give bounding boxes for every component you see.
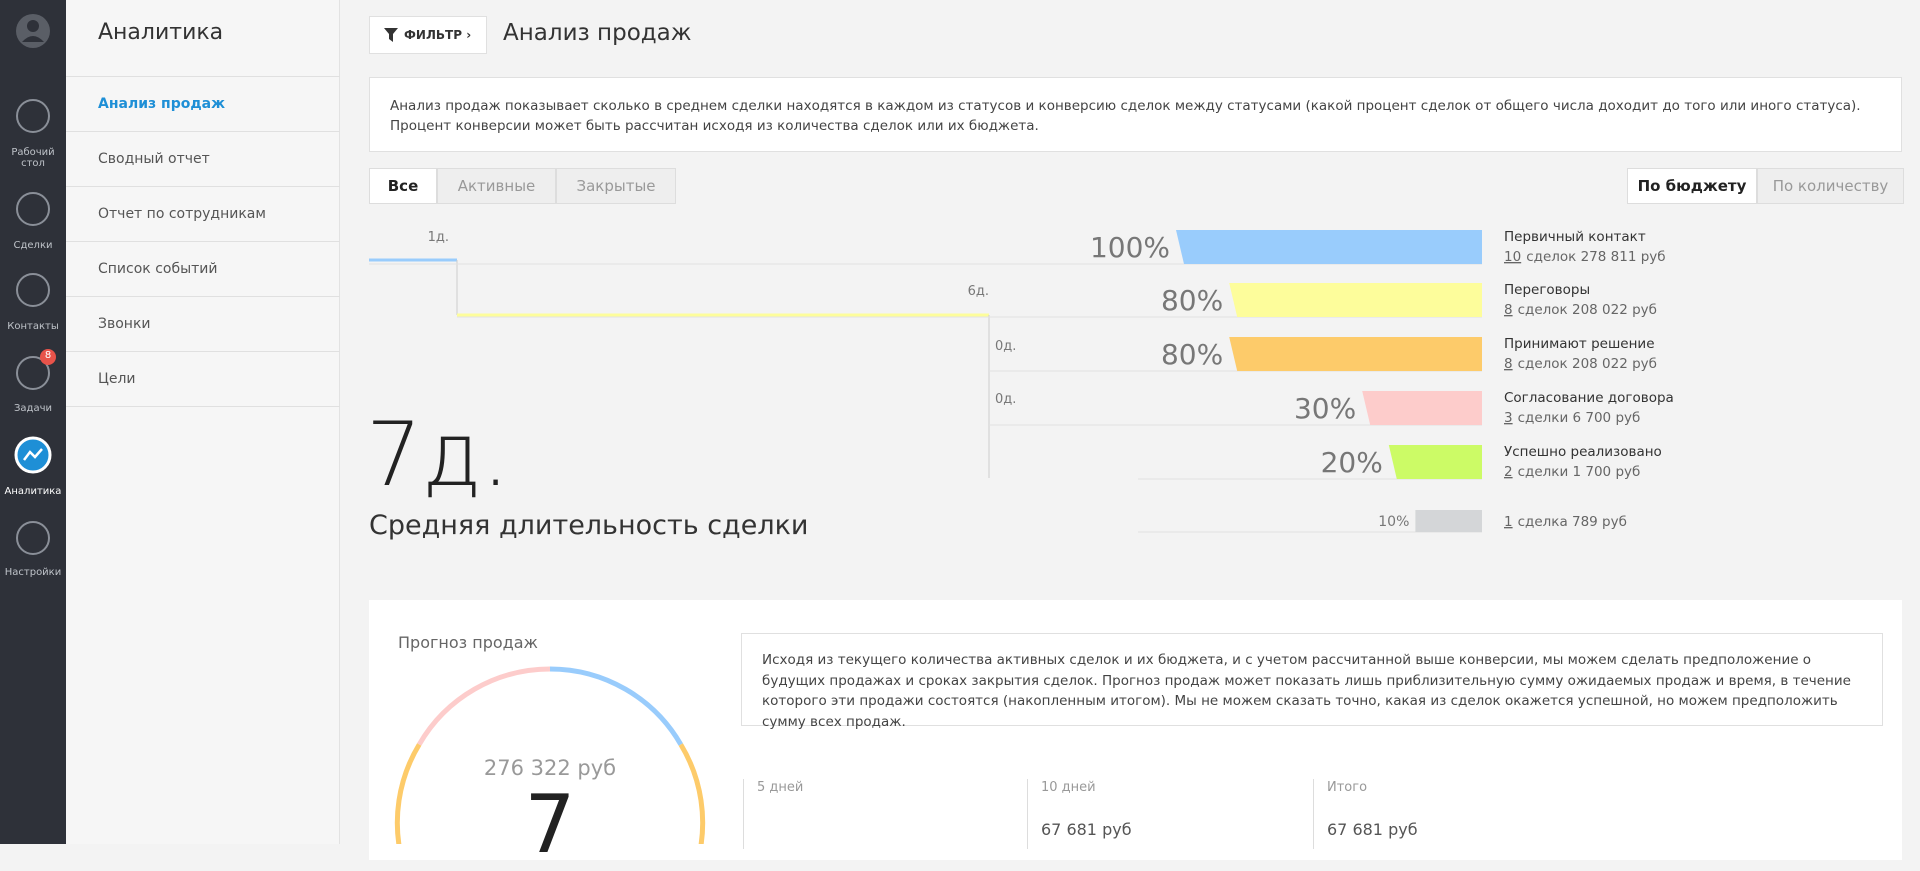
percent-label: 20% bbox=[1321, 446, 1383, 479]
percent-label: 80% bbox=[1161, 284, 1223, 317]
funnel: 1д. 6д. 0д. 0д. Первичный контакт 100% 10 сдело… bbox=[369, 229, 1674, 533]
count: 1 bbox=[1504, 514, 1513, 530]
stage-count: 8 сделок 208 022 руб bbox=[1504, 356, 1657, 372]
forecast-title: Прогноз продаж bbox=[398, 633, 538, 652]
submenu-title: Аналитика bbox=[98, 20, 224, 45]
tab[interactable]: Активные bbox=[437, 168, 556, 204]
funnel-bar bbox=[1229, 283, 1482, 317]
forecast-description: Исходя из текущего количества активных с… bbox=[741, 633, 1883, 730]
filter-label: ФИЛЬТР bbox=[404, 28, 463, 42]
percent-label: 100% bbox=[1090, 231, 1170, 264]
tab[interactable]: Все bbox=[369, 168, 437, 204]
count-rest: сделок 208 022 руб bbox=[1518, 302, 1657, 318]
column-value: 67 681 руб bbox=[1327, 820, 1418, 839]
stage-count: 1 сделка 789 руб bbox=[1504, 514, 1627, 530]
stage-name: Успешно реализовано bbox=[1504, 444, 1662, 460]
page-title: Анализ продаж bbox=[503, 20, 692, 46]
percent-label: 80% bbox=[1161, 338, 1223, 371]
funnel-bar bbox=[1415, 510, 1482, 532]
count-rest: сделка 789 руб bbox=[1518, 514, 1627, 530]
average-duration: 7д. bbox=[366, 403, 510, 506]
stage-count: 8 сделок 208 022 руб bbox=[1504, 302, 1657, 318]
funnel-bar bbox=[1176, 230, 1482, 264]
forecast-total: 276 322 руб bbox=[483, 756, 617, 780]
nav-label[interactable]: Контакты bbox=[7, 321, 59, 332]
stage-name: Согласование договора bbox=[1504, 390, 1674, 406]
tab[interactable]: По количеству bbox=[1757, 168, 1904, 204]
column-divider bbox=[1027, 779, 1028, 849]
nav-label[interactable]: Задачи bbox=[14, 403, 52, 414]
main-sidebar: 8 Рабочий стол Сделки Контакты Задачи Аналит… bbox=[0, 0, 66, 844]
count: 3 bbox=[1504, 410, 1513, 426]
nav-label[interactable]: Рабочий стол bbox=[11, 147, 55, 169]
count-rest: сделок 208 022 руб bbox=[1518, 356, 1657, 372]
submenu-item[interactable]: Список событий bbox=[66, 242, 340, 297]
percent-label: 10% bbox=[1378, 514, 1409, 530]
sidebar-icons bbox=[14, 14, 56, 555]
stage-name: Первичный контакт bbox=[1504, 229, 1646, 245]
funnel-bar bbox=[1362, 391, 1482, 425]
stage-name: Принимают решение bbox=[1504, 336, 1655, 352]
submenu-item[interactable]: Сводный отчет bbox=[66, 132, 340, 187]
submenu-item[interactable]: Цели bbox=[66, 352, 340, 407]
count-rest: сделок 278 811 руб bbox=[1526, 249, 1665, 265]
description: Анализ продаж показывает сколько в средн… bbox=[369, 77, 1902, 152]
task-badge: 8 bbox=[44, 350, 52, 361]
count: 10 bbox=[1504, 249, 1521, 265]
forecast-days: 7 bbox=[524, 778, 576, 871]
count-rest: сделки 1 700 руб bbox=[1518, 464, 1641, 480]
submenu: Аналитика Анализ продаж Сводный отчет Отче… bbox=[66, 0, 340, 844]
column-divider bbox=[743, 779, 744, 849]
duration-label: 0д. bbox=[995, 392, 1016, 407]
stage-count: 2 сделки 1 700 руб bbox=[1504, 464, 1640, 480]
forecast-donut bbox=[394, 666, 706, 844]
divider bbox=[66, 76, 340, 77]
count: 8 bbox=[1504, 356, 1513, 372]
column-label: 5 дней bbox=[757, 780, 804, 795]
nav-label[interactable]: Сделки bbox=[13, 240, 53, 251]
column-value: 67 681 руб bbox=[1041, 820, 1132, 839]
tab[interactable]: Закрытые bbox=[556, 168, 676, 204]
funnel-bar bbox=[1229, 337, 1482, 371]
stage-name: Переговоры bbox=[1504, 282, 1590, 298]
duration-label: 0д. bbox=[995, 339, 1016, 354]
column-label: 10 дней bbox=[1041, 780, 1096, 795]
stage-count: 3 сделки 6 700 руб bbox=[1504, 410, 1640, 426]
average-label: Средняя длительность сделки bbox=[369, 510, 809, 541]
filter-button[interactable]: ФИЛЬТР › bbox=[369, 16, 487, 54]
stage-count: 10 сделок 278 811 руб bbox=[1504, 249, 1666, 265]
nav-label[interactable]: Настройки bbox=[4, 567, 62, 578]
tab[interactable]: По бюджету bbox=[1627, 168, 1757, 204]
count: 2 bbox=[1504, 464, 1513, 480]
submenu-item[interactable]: Отчет по сотрудникам bbox=[66, 187, 340, 242]
nav-label[interactable]: Аналитика bbox=[4, 486, 62, 497]
filter-icon bbox=[384, 28, 398, 42]
column-label: Итого bbox=[1327, 780, 1368, 795]
percent-label: 30% bbox=[1294, 392, 1356, 425]
duration-label: 6д. bbox=[968, 284, 989, 299]
count-rest: сделки 6 700 руб bbox=[1518, 410, 1641, 426]
count: 8 bbox=[1504, 302, 1513, 318]
column-divider bbox=[1313, 779, 1314, 849]
submenu-item[interactable]: Анализ продаж bbox=[66, 77, 340, 132]
duration-label: 1д. bbox=[428, 230, 449, 245]
funnel-bar bbox=[1388, 445, 1482, 479]
submenu-item[interactable]: Звонки bbox=[66, 297, 340, 352]
